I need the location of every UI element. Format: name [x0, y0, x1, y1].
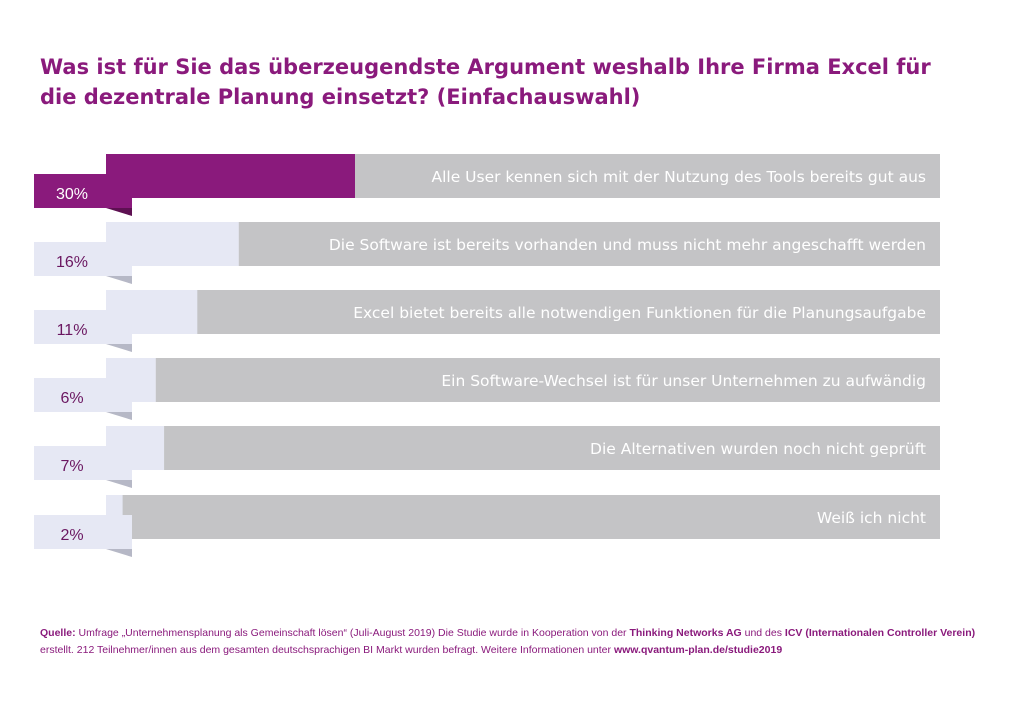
- category-label: Die Alternativen wurden noch nicht geprü…: [590, 440, 926, 458]
- bar-track: [106, 495, 940, 539]
- source-text-2: und des: [741, 627, 785, 639]
- chart-title-line-1: Was ist für Sie das überzeugendste Argum…: [40, 55, 931, 79]
- source-note: Quelle: Umfrage „Unternehmensplanung als…: [40, 625, 1000, 659]
- value-tag-fold: [106, 344, 132, 352]
- category-label: Die Software ist bereits vorhanden und m…: [329, 236, 926, 254]
- value-label: 11%: [57, 322, 88, 339]
- source-text-3: erstellt. 212 Teilnehmer/innen aus dem g…: [40, 644, 614, 656]
- value-tag-fold: [106, 276, 132, 284]
- value-tag: [34, 242, 132, 276]
- value-label: 16%: [56, 254, 88, 271]
- value-tag: [34, 515, 132, 549]
- bar-track: [106, 290, 940, 334]
- category-label: Alle User kennen sich mit der Nutzung de…: [432, 168, 927, 186]
- chart-title: Was ist für Sie das überzeugendste Argum…: [40, 52, 931, 112]
- source-text-1: Umfrage „Unternehmensplanung als Gemeins…: [75, 627, 630, 639]
- value-tag: [34, 174, 132, 208]
- value-label: 2%: [60, 527, 83, 544]
- source-line-1: Quelle: Umfrage „Unternehmensplanung als…: [40, 625, 1000, 642]
- bar-fill: [106, 154, 355, 198]
- value-tag-fold: [106, 549, 132, 557]
- value-tag-fold: [106, 480, 132, 488]
- bar-track: [106, 426, 940, 470]
- category-label: Excel bietet bereits alle notwendigen Fu…: [353, 304, 926, 322]
- value-label: 7%: [60, 458, 83, 475]
- source-org-1: Thinking Networks AG: [629, 627, 742, 639]
- value-tag-fold: [106, 208, 132, 216]
- value-tag: [34, 310, 132, 344]
- value-label: 6%: [60, 390, 83, 407]
- value-tag: [34, 446, 132, 480]
- source-label: Quelle:: [40, 627, 76, 639]
- source-line-2: erstellt. 212 Teilnehmer/innen aus dem g…: [40, 642, 1000, 659]
- category-label: Weiß ich nicht: [817, 509, 926, 527]
- source-org-2: ICV (Internationalen Controller Verein): [784, 627, 976, 639]
- chart-title-line-2: die dezentrale Planung einsetzt? (Einfac…: [40, 85, 641, 109]
- value-label: 30%: [56, 186, 88, 203]
- bar-track: [106, 222, 940, 266]
- value-tag: [34, 378, 132, 412]
- value-tag-fold: [106, 412, 132, 420]
- category-label: Ein Software-Wechsel ist für unser Unter…: [441, 372, 926, 390]
- bar-track: [106, 358, 940, 402]
- source-url: www.qvantum-plan.de/studie2019: [613, 644, 783, 656]
